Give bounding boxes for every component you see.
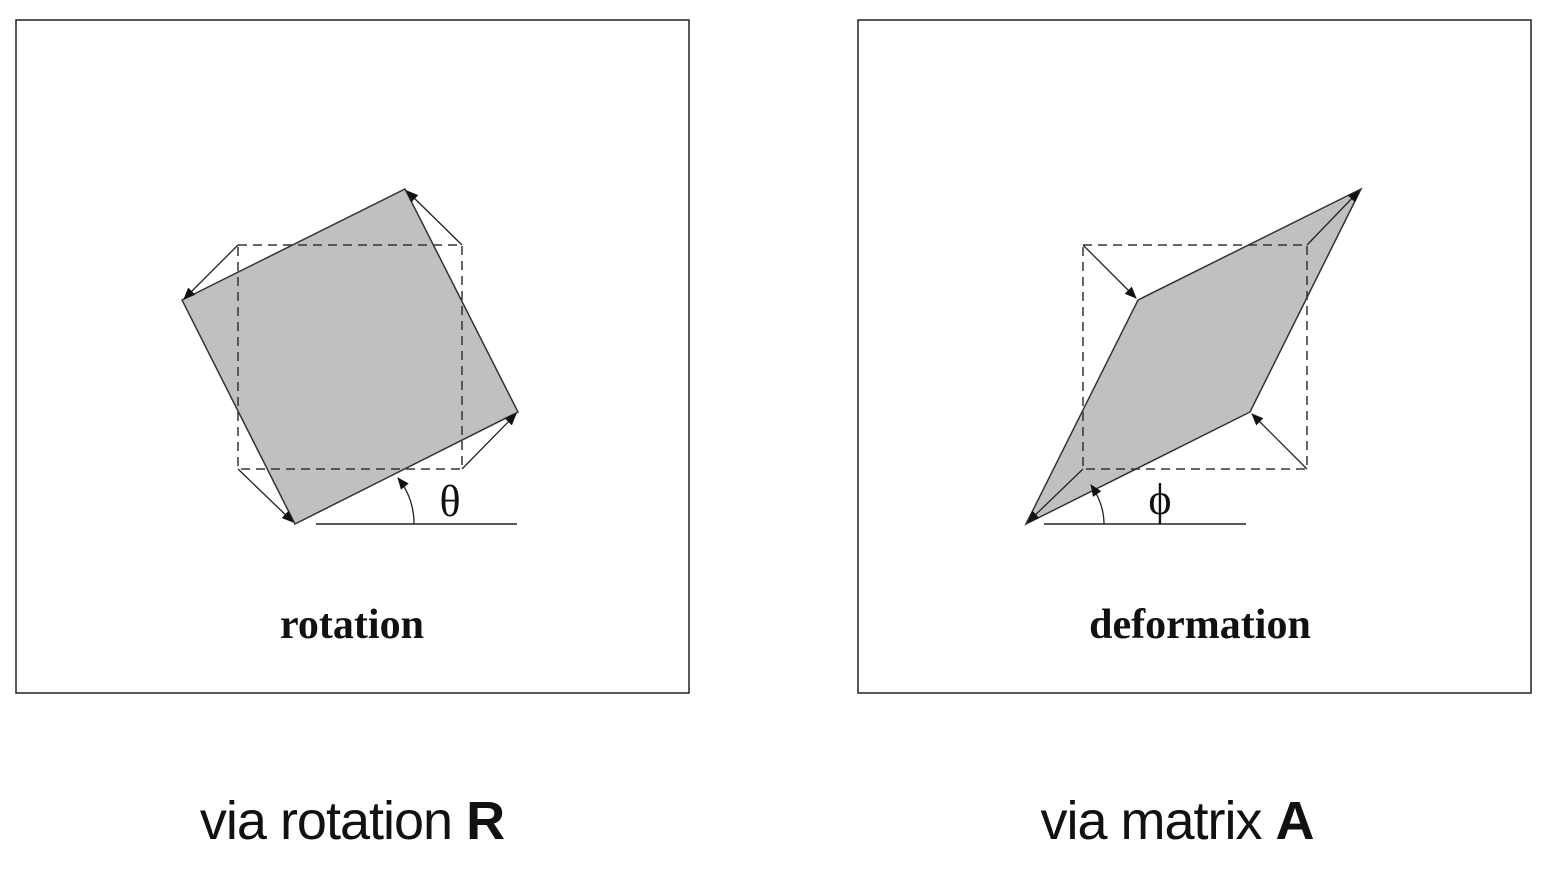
- rotation-frame: [15, 19, 690, 694]
- deformation-arrow-bottom-left: [1027, 468, 1084, 523]
- rotation-caption-symbol: R: [466, 791, 505, 851]
- rotation-arrow-top-left: [183, 244, 239, 300]
- deformation-angle-arc: [1090, 484, 1105, 525]
- rotation-arrow-bottom-left: [237, 468, 294, 523]
- rotated-square: [180, 187, 520, 526]
- deformation-caption-text: via matrix: [1040, 791, 1262, 851]
- deformation-arrow-top-right: [1306, 190, 1360, 246]
- deformation-caption-symbol: A: [1275, 791, 1315, 851]
- rotation-angle-symbol: θ: [439, 477, 460, 526]
- rotation-caption: via rotation R: [199, 790, 505, 852]
- original-square-dashed: [237, 244, 463, 470]
- deformation-angle-symbol: ϕ: [1148, 475, 1171, 524]
- rotation-arrow-bottom-right: [461, 413, 517, 470]
- deformation-frame: [857, 19, 1532, 694]
- deformation-panel: ϕ deformation: [857, 19, 1532, 694]
- rotation-arrow-top-right: [406, 190, 463, 246]
- rotation-caption-text: via rotation: [199, 791, 453, 851]
- deformed-rhombus: [1024, 187, 1363, 526]
- deformation-arrow-top-left: [1082, 244, 1137, 299]
- deformation-figure-label: deformation: [1089, 602, 1311, 648]
- rotation-figure-label: rotation: [280, 602, 424, 648]
- rotation-angle-arc: [397, 477, 415, 525]
- rotation-panel: θ rotation: [15, 19, 690, 694]
- deformation-arrow-bottom-right: [1251, 413, 1308, 470]
- deformation-caption: via matrix A: [1040, 790, 1315, 852]
- original-square-dashed-right: [1082, 244, 1308, 470]
